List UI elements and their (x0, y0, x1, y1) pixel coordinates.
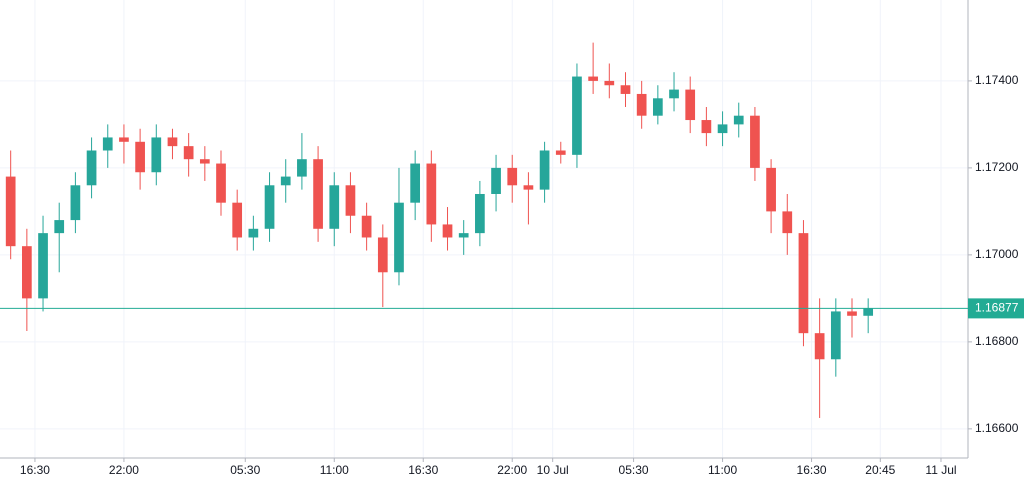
candle-body (572, 76, 582, 155)
x-tick-label: 22:00 (497, 463, 527, 477)
candle-body (345, 185, 356, 216)
candle-body (119, 137, 129, 142)
x-tick-label: 11:00 (320, 463, 349, 477)
candle-body (232, 202, 243, 238)
candle-body (766, 167, 776, 212)
candle-body (701, 120, 712, 134)
candle-body (604, 80, 615, 86)
candle-body (5, 176, 16, 247)
candle-body (863, 308, 874, 316)
x-tick-label: 16:30 (797, 463, 827, 477)
candle-body (458, 233, 469, 238)
candle-body (555, 150, 566, 155)
candle-body (199, 159, 210, 164)
candle-body (86, 150, 97, 186)
candle-body (54, 220, 65, 234)
candle-body (798, 233, 809, 334)
x-tick-label: 22:00 (109, 463, 139, 477)
y-tick-label: 1.16800 (975, 334, 1019, 348)
candle-body (248, 228, 259, 238)
x-tick-label: 16:30 (20, 463, 50, 477)
candle-body (782, 211, 793, 234)
y-tick-label: 1.16600 (975, 421, 1019, 435)
y-tick-label: 1.17200 (975, 160, 1019, 174)
candle-body (685, 89, 696, 121)
candle-body (264, 185, 275, 229)
candle-body (329, 185, 340, 229)
candle-body (830, 311, 841, 360)
last-price-label: 1.16877 (975, 301, 1019, 315)
candle-body (588, 76, 598, 81)
candle-body (361, 215, 372, 238)
x-tick-label: 16:30 (408, 463, 438, 477)
candle-body (442, 224, 453, 238)
y-tick-label: 1.17400 (975, 73, 1019, 87)
candle-body (491, 167, 501, 194)
candle-body (669, 89, 679, 99)
candle-body (733, 115, 744, 125)
candle-body (410, 163, 421, 203)
candle-body (216, 163, 226, 203)
candle-body (750, 115, 760, 168)
candle-body (22, 246, 32, 299)
candle-body (539, 150, 550, 190)
last-price-box (968, 298, 1024, 319)
candle-body (183, 146, 194, 160)
candle-body (717, 124, 728, 134)
candle-body (102, 137, 113, 151)
x-tick-label: 20:45 (865, 463, 895, 477)
candle-body (507, 167, 518, 186)
x-tick-label: 10 Jul (537, 463, 569, 477)
candle-body (377, 237, 388, 273)
x-tick-label: 05:30 (619, 463, 649, 477)
candle-body (636, 93, 647, 116)
candle-body (135, 141, 145, 173)
y-tick-label: 1.17000 (975, 247, 1019, 261)
x-tick-label: 05:30 (230, 463, 260, 477)
x-tick-label: 11:00 (708, 463, 737, 477)
candle-body (313, 159, 323, 229)
candle-body (652, 98, 663, 116)
candle-body (38, 233, 48, 299)
candle-body (847, 311, 857, 316)
candle-body (70, 185, 81, 221)
candle-body (814, 333, 825, 360)
candle-body (426, 163, 437, 225)
candle-body (280, 176, 291, 186)
candle-body (394, 202, 404, 273)
candle-body (620, 85, 631, 94)
candle-body (167, 137, 178, 147)
candle-body (475, 193, 485, 234)
candle-body (523, 185, 534, 190)
candle-body (151, 137, 162, 173)
x-tick-label: 11 Jul (925, 463, 956, 477)
candle-body (297, 159, 307, 177)
